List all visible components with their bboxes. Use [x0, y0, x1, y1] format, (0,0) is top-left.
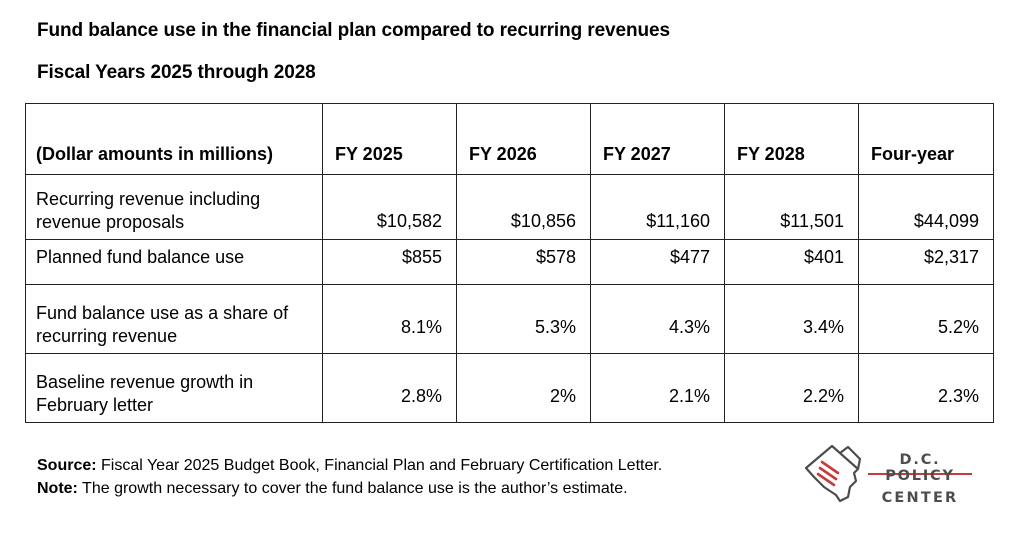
note-label: Note:	[37, 480, 78, 497]
table-cell: $401	[724, 239, 859, 285]
table-cell: $2,317	[858, 239, 994, 285]
page-title: Fund balance use in the financial plan c…	[37, 20, 670, 41]
table-cell: $10,582	[322, 174, 457, 240]
table-cell: 4.3%	[590, 284, 725, 354]
table-cell: 2.3%	[858, 353, 994, 423]
table-cell: $44,099	[858, 174, 994, 240]
source-text: Fiscal Year 2025 Budget Book, Financial …	[96, 457, 663, 474]
dc-map-document-icon	[804, 444, 862, 503]
table-row: Recurring revenue including revenue prop…	[25, 174, 994, 240]
table-cell: $10,856	[456, 174, 591, 240]
data-table: (Dollar amounts in millions) FY 2025 FY …	[25, 103, 994, 423]
table-cell: $855	[322, 239, 457, 285]
table-cell: 2.2%	[724, 353, 859, 423]
footnotes: Source: Fiscal Year 2025 Budget Book, Fi…	[37, 454, 662, 500]
note-text: The growth necessary to cover the fund b…	[77, 480, 628, 497]
logo: D.C. POLICY CENTER	[865, 452, 975, 506]
table-cell: 2%	[456, 353, 591, 423]
column-header-four-year: Four-year	[858, 103, 994, 175]
source-label: Source:	[37, 457, 97, 474]
column-header-fy2027: FY 2027	[590, 103, 725, 175]
row-label: Recurring revenue including revenue prop…	[25, 174, 323, 240]
row-label: Baseline revenue growth in February lett…	[25, 353, 323, 423]
table-cell: $11,160	[590, 174, 725, 240]
table-cell: 3.4%	[724, 284, 859, 354]
table-cell: 2.1%	[590, 353, 725, 423]
table-row: Planned fund balance use $855 $578 $477 …	[25, 239, 994, 285]
table-cell: 8.1%	[322, 284, 457, 354]
table-corner-header: (Dollar amounts in millions)	[25, 103, 323, 175]
author-note: Note: The growth necessary to cover the …	[37, 477, 662, 500]
source-note: Source: Fiscal Year 2025 Budget Book, Fi…	[37, 454, 662, 477]
column-header-fy2025: FY 2025	[322, 103, 457, 175]
table-cell: 5.2%	[858, 284, 994, 354]
logo-line1: D.C. POLICY	[885, 452, 955, 484]
table-cell: 5.3%	[456, 284, 591, 354]
table-cell: 2.8%	[322, 353, 457, 423]
table-header-row: (Dollar amounts in millions) FY 2025 FY …	[25, 103, 994, 175]
column-header-fy2028: FY 2028	[724, 103, 859, 175]
row-label: Fund balance use as a share of recurring…	[25, 284, 323, 354]
logo-divider	[868, 473, 972, 475]
row-label: Planned fund balance use	[25, 239, 323, 285]
table-row: Fund balance use as a share of recurring…	[25, 284, 994, 354]
column-header-fy2026: FY 2026	[456, 103, 591, 175]
logo-line2: CENTER	[881, 490, 959, 506]
table-row: Baseline revenue growth in February lett…	[25, 353, 994, 423]
table-cell: $578	[456, 239, 591, 285]
table-cell: $477	[590, 239, 725, 285]
page-subtitle: Fiscal Years 2025 through 2028	[37, 62, 316, 83]
table-cell: $11,501	[724, 174, 859, 240]
